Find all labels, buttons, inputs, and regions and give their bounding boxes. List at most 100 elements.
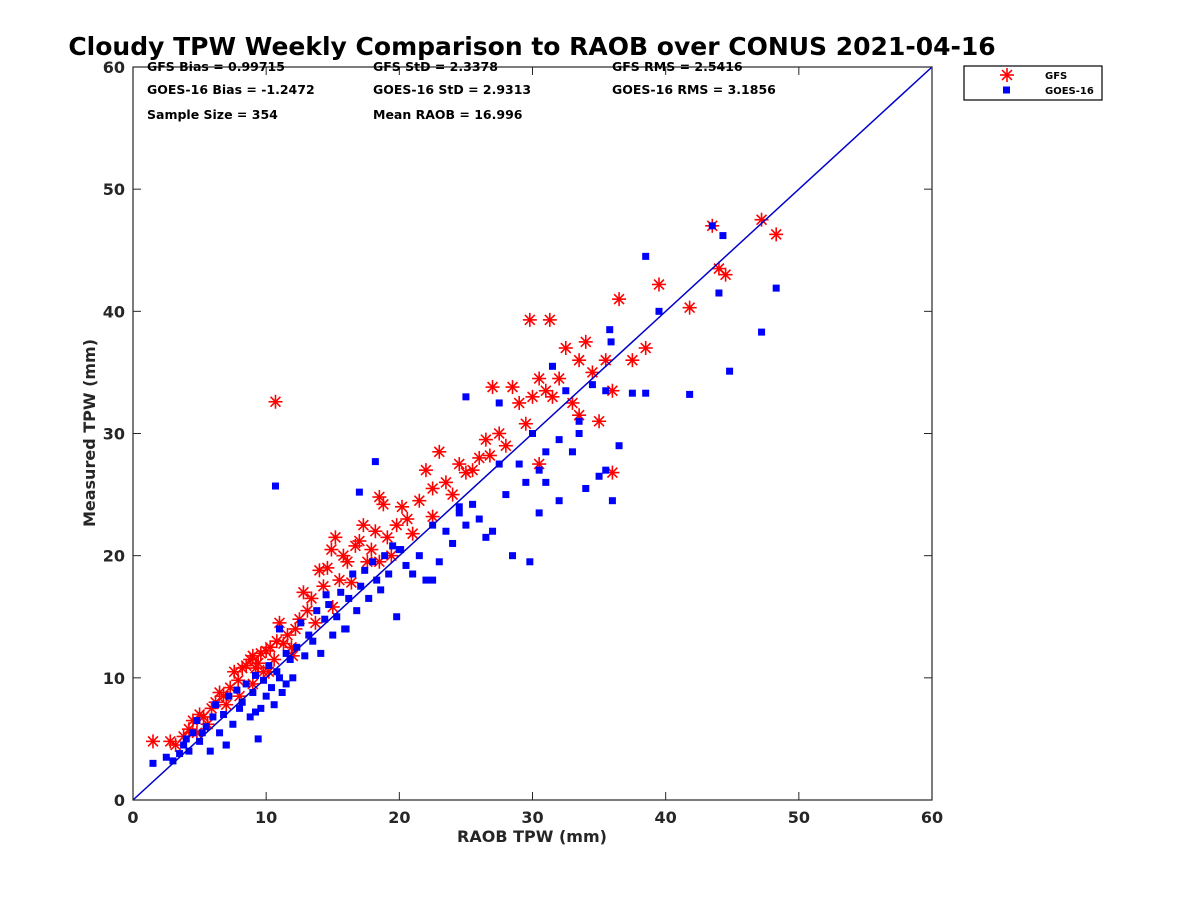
gfs-point [498, 438, 513, 453]
goes16-point [455, 509, 463, 517]
goes16-point [575, 430, 583, 437]
y-tick-labels: 0 10 20 30 40 50 60 [103, 58, 125, 810]
gfs-point [231, 673, 246, 688]
y-tick-label: 30 [103, 425, 125, 444]
gfs-point [280, 628, 295, 643]
gfs-point [652, 277, 667, 292]
goes16-point [262, 692, 270, 700]
goes16-point [305, 631, 313, 639]
gfs-point [364, 542, 379, 557]
goes16-point [535, 509, 543, 517]
goes16-point [365, 594, 373, 602]
goes16-point [526, 558, 534, 566]
gfs-point [612, 292, 627, 307]
goes16-point [357, 582, 365, 590]
goes16-point [522, 478, 530, 486]
legend-box [963, 65, 1103, 101]
goes16-point [548, 362, 556, 370]
gfs-point [558, 340, 573, 355]
goes16-point [642, 252, 650, 260]
gfs-point [320, 560, 335, 575]
gfs-point [145, 734, 160, 749]
goes16-point [149, 759, 157, 767]
goes16-point [222, 741, 230, 749]
goes16-point [212, 701, 220, 709]
gfs-point [418, 463, 433, 478]
goes16-point [270, 701, 278, 709]
gfs-point [472, 450, 487, 465]
goes16-point [415, 552, 423, 560]
goes16-point [462, 521, 470, 529]
legend: GFS GOES-16 [963, 65, 1103, 101]
goes16-point [202, 723, 210, 731]
gfs-point [380, 530, 395, 545]
gfs-point [316, 579, 331, 594]
goes16-point [209, 713, 217, 721]
goes16-point [655, 307, 663, 315]
goes16-point [198, 729, 206, 737]
gfs-point [512, 395, 527, 410]
y-tick-label: 0 [114, 791, 125, 810]
goes16-point [361, 566, 369, 574]
gfs-point [394, 499, 409, 514]
y-axis-label: Measured TPW (mm) [80, 339, 99, 527]
goes16-point [715, 289, 723, 297]
chart-title: Cloudy TPW Weekly Comparison to RAOB ove… [68, 32, 995, 61]
legend-goes-marker [1003, 86, 1010, 94]
goes16-point [369, 558, 377, 566]
y-tick-label: 50 [103, 180, 125, 199]
goes16-point [371, 458, 379, 466]
goes16-point [395, 546, 403, 554]
gfs-point [525, 389, 540, 404]
x-tick-label: 30 [521, 808, 543, 827]
goes16-point [602, 387, 610, 395]
gfs-point [352, 534, 367, 549]
gfs-point [718, 267, 733, 282]
gfs-point [572, 353, 587, 368]
gfs-point [452, 457, 467, 472]
goes16-point [301, 652, 309, 660]
goes16-point [321, 615, 329, 623]
gfs-point [368, 524, 383, 539]
goes16-point [265, 662, 273, 670]
goes16-point [422, 576, 430, 584]
gfs-point [372, 490, 387, 505]
gfs-point [532, 371, 547, 386]
goes16-point [555, 436, 563, 444]
goes16-point [602, 466, 610, 474]
one-to-one-line [132, 66, 933, 801]
y-tick-label: 40 [103, 302, 125, 321]
gfs-point [445, 487, 460, 502]
goes16-point [329, 631, 337, 639]
goes16-point [607, 338, 615, 346]
goes16-point [193, 717, 201, 725]
goes16-point [196, 737, 204, 745]
gfs-point [482, 448, 497, 463]
stat-gfs-std: GFS StD = 2.3378 [373, 59, 498, 74]
goes16-point [169, 757, 177, 765]
gfs-point [522, 312, 537, 327]
goes16-point [509, 552, 517, 560]
goes16-point [180, 741, 188, 749]
gfs-point [505, 380, 520, 395]
goes16-point [568, 448, 576, 456]
goes16-point [345, 594, 353, 602]
gfs-point [304, 591, 319, 606]
gfs-point [465, 463, 480, 478]
stat-goes-rms: GOES-16 RMS = 3.1856 [612, 82, 776, 97]
legend-gfs-label: GFS [1045, 71, 1067, 82]
goes16-point [337, 588, 345, 596]
x-tick-label: 50 [788, 808, 810, 827]
goes16-point [322, 591, 330, 599]
gfs-point [432, 444, 447, 459]
x-tick-label: 0 [127, 808, 138, 827]
gfs-point [308, 615, 323, 630]
goes16-point [236, 704, 244, 712]
gfs-point [492, 426, 507, 441]
x-tick-label: 10 [255, 808, 277, 827]
y-tick-label: 10 [103, 669, 125, 688]
goes16-point [286, 656, 294, 664]
gfs-point [219, 697, 234, 712]
goes16-point [275, 674, 283, 682]
gfs-point [253, 646, 268, 661]
